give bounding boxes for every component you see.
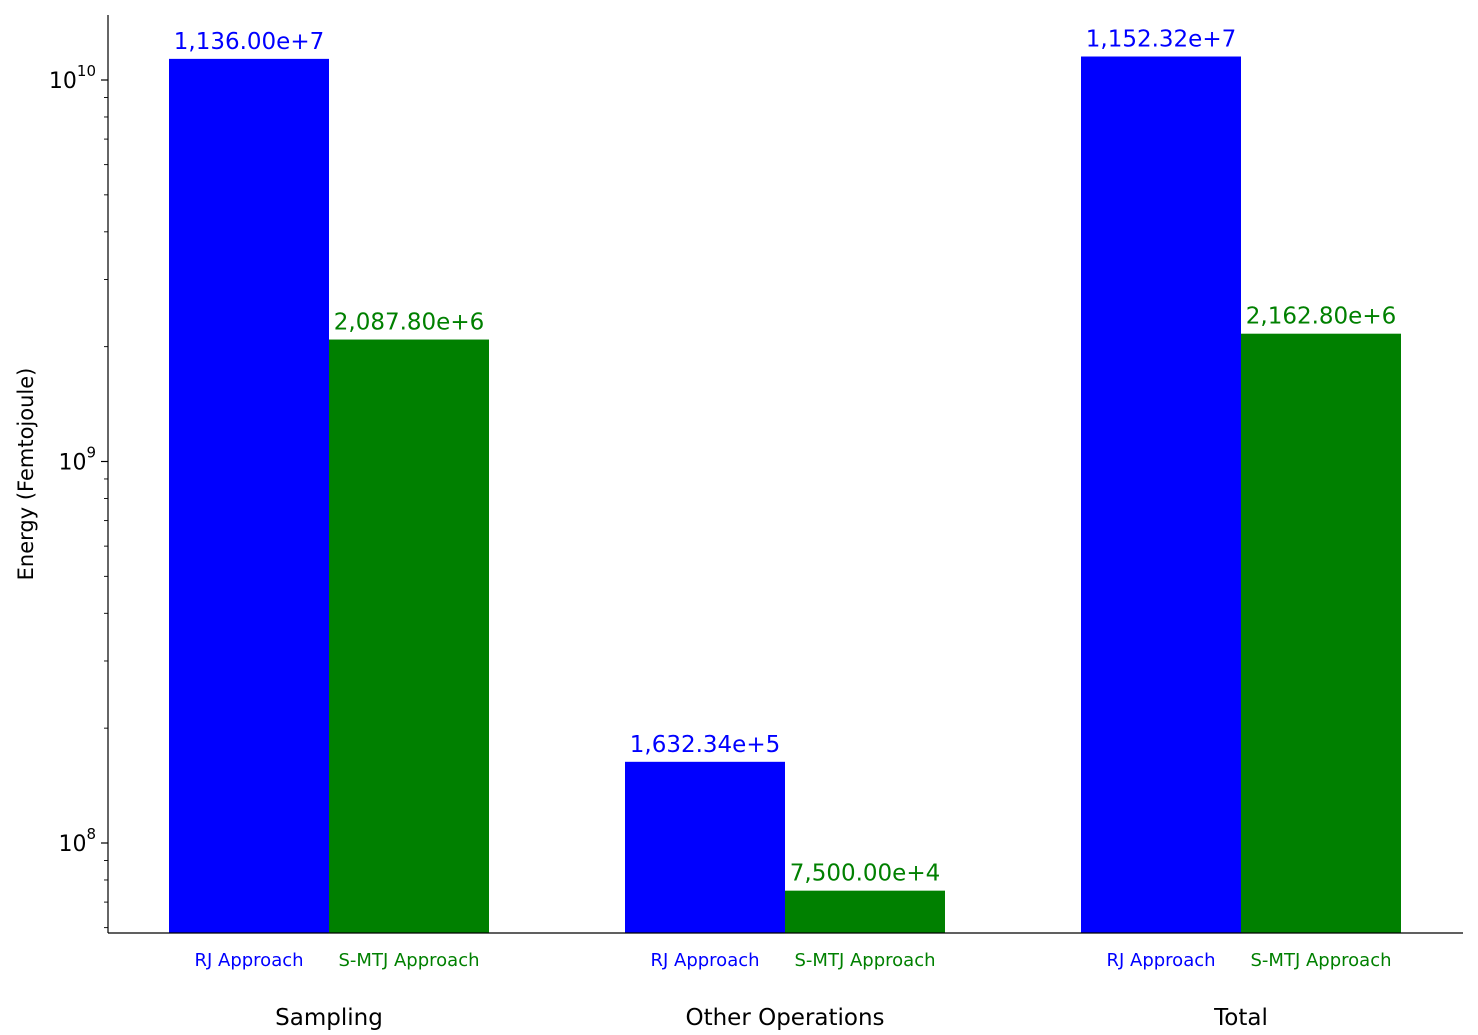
bar-smtj-1	[785, 890, 945, 933]
series-label: S-MTJ Approach	[795, 950, 936, 971]
bar-value-label: 7,500.00e+4	[790, 861, 940, 887]
y-ticks: 108 109 1010	[49, 62, 108, 929]
bar-value-label: 2,162.80e+6	[1246, 304, 1396, 330]
category-labels: Sampling Other Operations Total	[275, 1005, 1268, 1031]
series-label: RJ Approach	[1106, 950, 1215, 971]
series-tick-labels: RJ Approach S-MTJ Approach RJ Approach S-MT…	[194, 950, 1391, 971]
series-label: S-MTJ Approach	[339, 950, 480, 971]
bar-value-label: 1,136.00e+7	[174, 29, 324, 55]
y-tick-label: 109	[58, 444, 96, 476]
bar-value-label: 1,632.34e+5	[630, 732, 780, 758]
y-tick-label: 1010	[49, 62, 96, 94]
series-label: RJ Approach	[194, 950, 303, 971]
y-tick-label: 108	[58, 825, 96, 857]
bar-rj-1	[625, 761, 785, 933]
series-label: RJ Approach	[650, 950, 759, 971]
y-axis-label: Energy (Femtojoule)	[14, 368, 38, 581]
bar-value-label: 2,087.80e+6	[334, 310, 484, 336]
series-label: S-MTJ Approach	[1251, 950, 1392, 971]
category-label: Total	[1213, 1005, 1268, 1031]
category-label: Sampling	[275, 1005, 383, 1031]
bar-smtj-2	[1241, 333, 1401, 933]
bar-rj-2	[1081, 56, 1241, 933]
bar-rj-0	[169, 58, 329, 933]
bar-smtj-0	[329, 339, 489, 933]
bars-layer	[169, 56, 1401, 933]
bar-value-label: 1,152.32e+7	[1086, 27, 1236, 53]
bar-value-labels: 1,136.00e+7 2,087.80e+6 1,632.34e+5 7,500.0…	[174, 27, 1396, 887]
category-label: Other Operations	[685, 1005, 884, 1031]
